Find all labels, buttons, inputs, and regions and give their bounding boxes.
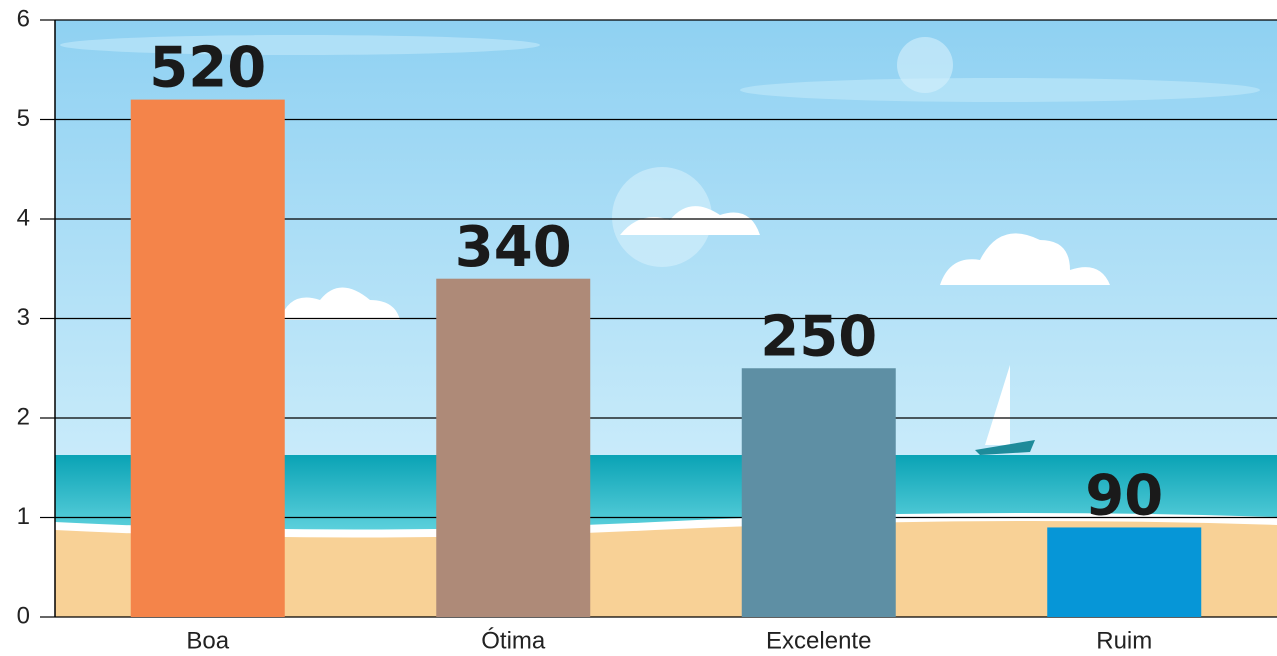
x-tick-label: Ruim bbox=[1096, 627, 1152, 654]
page: 0123456Boa520Ótima340Excelente250Ruim90 … bbox=[0, 0, 1277, 656]
value-label: 90 bbox=[1085, 464, 1163, 529]
x-tick-label: Excelente bbox=[766, 627, 871, 654]
bar bbox=[436, 279, 590, 617]
bar bbox=[742, 368, 896, 617]
x-tick-label: Boa bbox=[186, 627, 229, 654]
y-tick-label: 6 bbox=[17, 5, 30, 32]
value-label: 250 bbox=[760, 304, 877, 369]
value-label: 520 bbox=[149, 36, 266, 101]
y-tick-label: 5 bbox=[17, 105, 30, 132]
y-tick-label: 2 bbox=[17, 403, 30, 430]
x-tick-label: Ótima bbox=[481, 627, 546, 654]
y-tick-label: 3 bbox=[17, 304, 30, 331]
value-label: 340 bbox=[455, 215, 572, 280]
bar bbox=[1047, 527, 1201, 617]
chart: 0 1 2 3 4 5 6 Boa 520 Ótima 340 Excelente 250 Ruim 90 bbox=[0, 0, 1277, 656]
y-tick-label: 1 bbox=[17, 503, 30, 530]
bar bbox=[131, 100, 285, 617]
y-tick-label: 0 bbox=[17, 602, 30, 629]
y-tick-label: 4 bbox=[17, 204, 30, 231]
